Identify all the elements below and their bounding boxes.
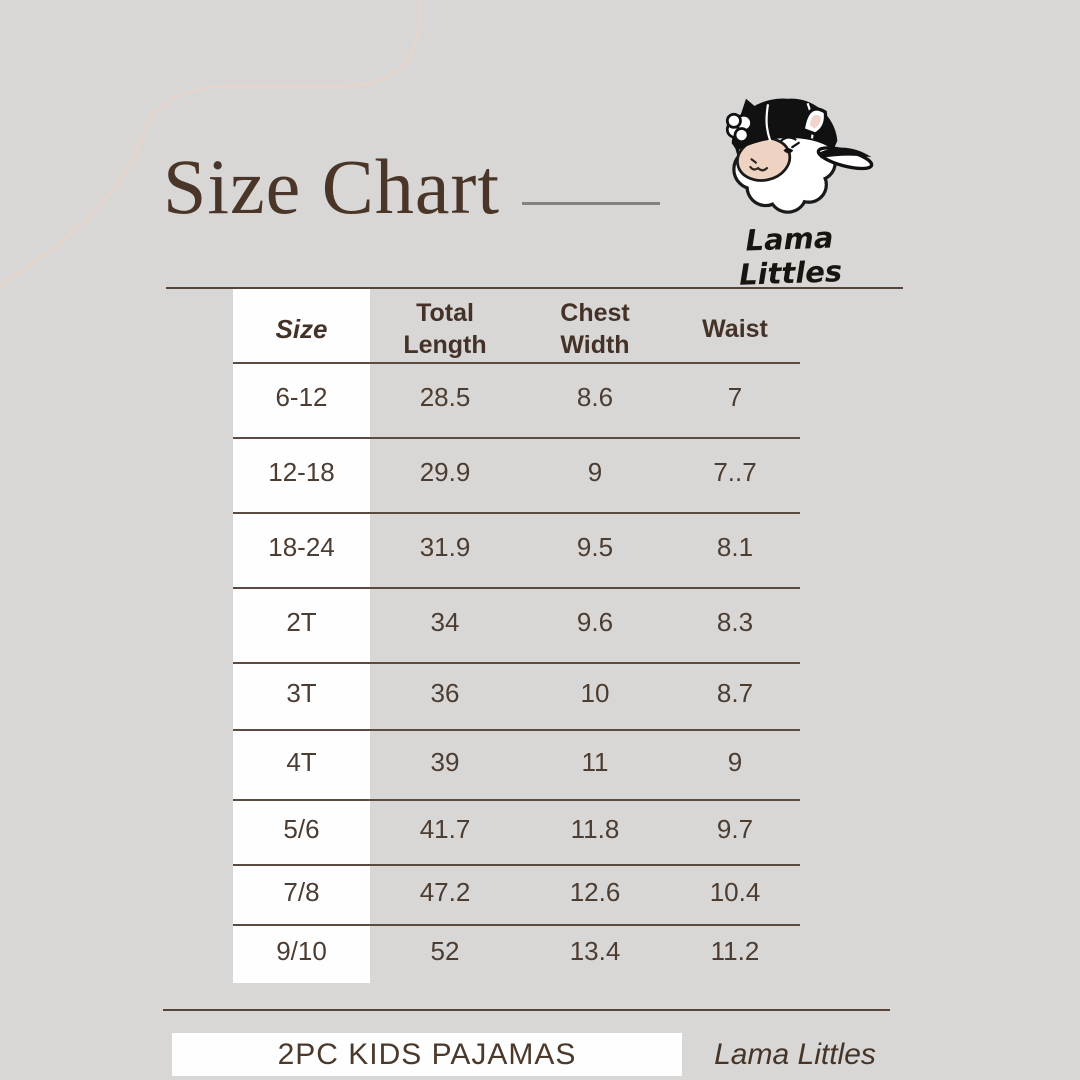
table-row: 5/6 41.7 11.8 9.7 <box>233 801 800 866</box>
chest-width-cell: 9.6 <box>576 607 614 638</box>
size-cell: 4T <box>233 731 370 799</box>
total-length-cell: 36 <box>430 678 460 709</box>
column-header-size: Size <box>233 289 370 362</box>
column-header-chest-width: Chest Width <box>560 299 630 359</box>
llama-logo-icon <box>725 98 874 214</box>
waist-cell: 10.4 <box>709 876 761 907</box>
table-bottom-rule <box>163 1009 890 1011</box>
size-cell: 6-12 <box>233 364 370 437</box>
waist-cell: 8.7 <box>716 678 754 709</box>
table-body: 6-12 28.5 8.6 7 12-18 29.9 9 7..7 18-24 … <box>233 364 800 983</box>
size-cell: 12-18 <box>233 439 370 512</box>
waist-cell: 9.7 <box>716 814 754 845</box>
table-row: 18-24 31.9 9.5 8.1 <box>233 514 800 589</box>
size-cell: 18-24 <box>233 514 370 587</box>
chest-width-cell: 11.8 <box>570 814 620 845</box>
chest-width-cell: 11 <box>581 746 609 777</box>
table-top-rule <box>166 287 903 289</box>
table-row: 6-12 28.5 8.6 7 <box>233 364 800 439</box>
total-length-cell: 52 <box>430 936 460 967</box>
chest-width-cell: 9 <box>587 457 603 488</box>
waist-cell: 8.1 <box>716 532 754 563</box>
total-length-cell: 29.9 <box>419 457 471 488</box>
table-row: 12-18 29.9 9 7..7 <box>233 439 800 514</box>
size-cell: 9/10 <box>233 926 370 983</box>
table-row: 2T 34 9.6 8.3 <box>233 589 800 664</box>
total-length-cell: 31.9 <box>419 532 471 563</box>
column-header-waist: Waist <box>702 314 768 343</box>
table-row: 3T 36 10 8.7 <box>233 664 800 731</box>
footer-brand-name: Lama Littles <box>714 1037 876 1071</box>
brand-name: Lama Littles <box>738 220 843 292</box>
size-cell: 5/6 <box>233 801 370 864</box>
total-length-cell: 47.2 <box>419 876 471 907</box>
column-header-total-length: Total Length <box>403 299 487 359</box>
product-label: 2PC KIDS PAJAMAS <box>277 1037 577 1071</box>
table-row: 9/10 52 13.4 11.2 <box>233 926 800 983</box>
title-dash-line <box>522 202 660 205</box>
total-length-cell: 28.5 <box>419 382 471 413</box>
chest-width-cell: 10 <box>580 678 610 709</box>
size-cell: 3T <box>233 664 370 729</box>
table-header-row: Size Total Length Chest Width Waist <box>233 289 800 364</box>
size-table: Size Total Length Chest Width Waist 6-12… <box>233 289 800 983</box>
waist-cell: 11.2 <box>710 936 760 967</box>
waist-cell: 7 <box>727 382 743 413</box>
total-length-cell: 34 <box>430 607 460 638</box>
product-label-box: 2PC KIDS PAJAMAS <box>172 1033 682 1076</box>
waist-cell: 9 <box>727 746 743 777</box>
waist-cell: 8.3 <box>716 607 754 638</box>
chest-width-cell: 9.5 <box>576 532 614 563</box>
total-length-cell: 41.7 <box>419 814 471 845</box>
page-title: Size Chart <box>163 143 501 230</box>
size-cell: 2T <box>233 589 370 662</box>
table-row: 7/8 47.2 12.6 10.4 <box>233 866 800 926</box>
table-row: 4T 39 11 9 <box>233 731 800 801</box>
waist-cell: 7..7 <box>713 457 757 488</box>
total-length-cell: 39 <box>430 746 460 777</box>
chest-width-cell: 8.6 <box>576 382 614 413</box>
size-cell: 7/8 <box>233 866 370 924</box>
chest-width-cell: 13.4 <box>569 936 621 967</box>
chest-width-cell: 12.6 <box>569 876 621 907</box>
